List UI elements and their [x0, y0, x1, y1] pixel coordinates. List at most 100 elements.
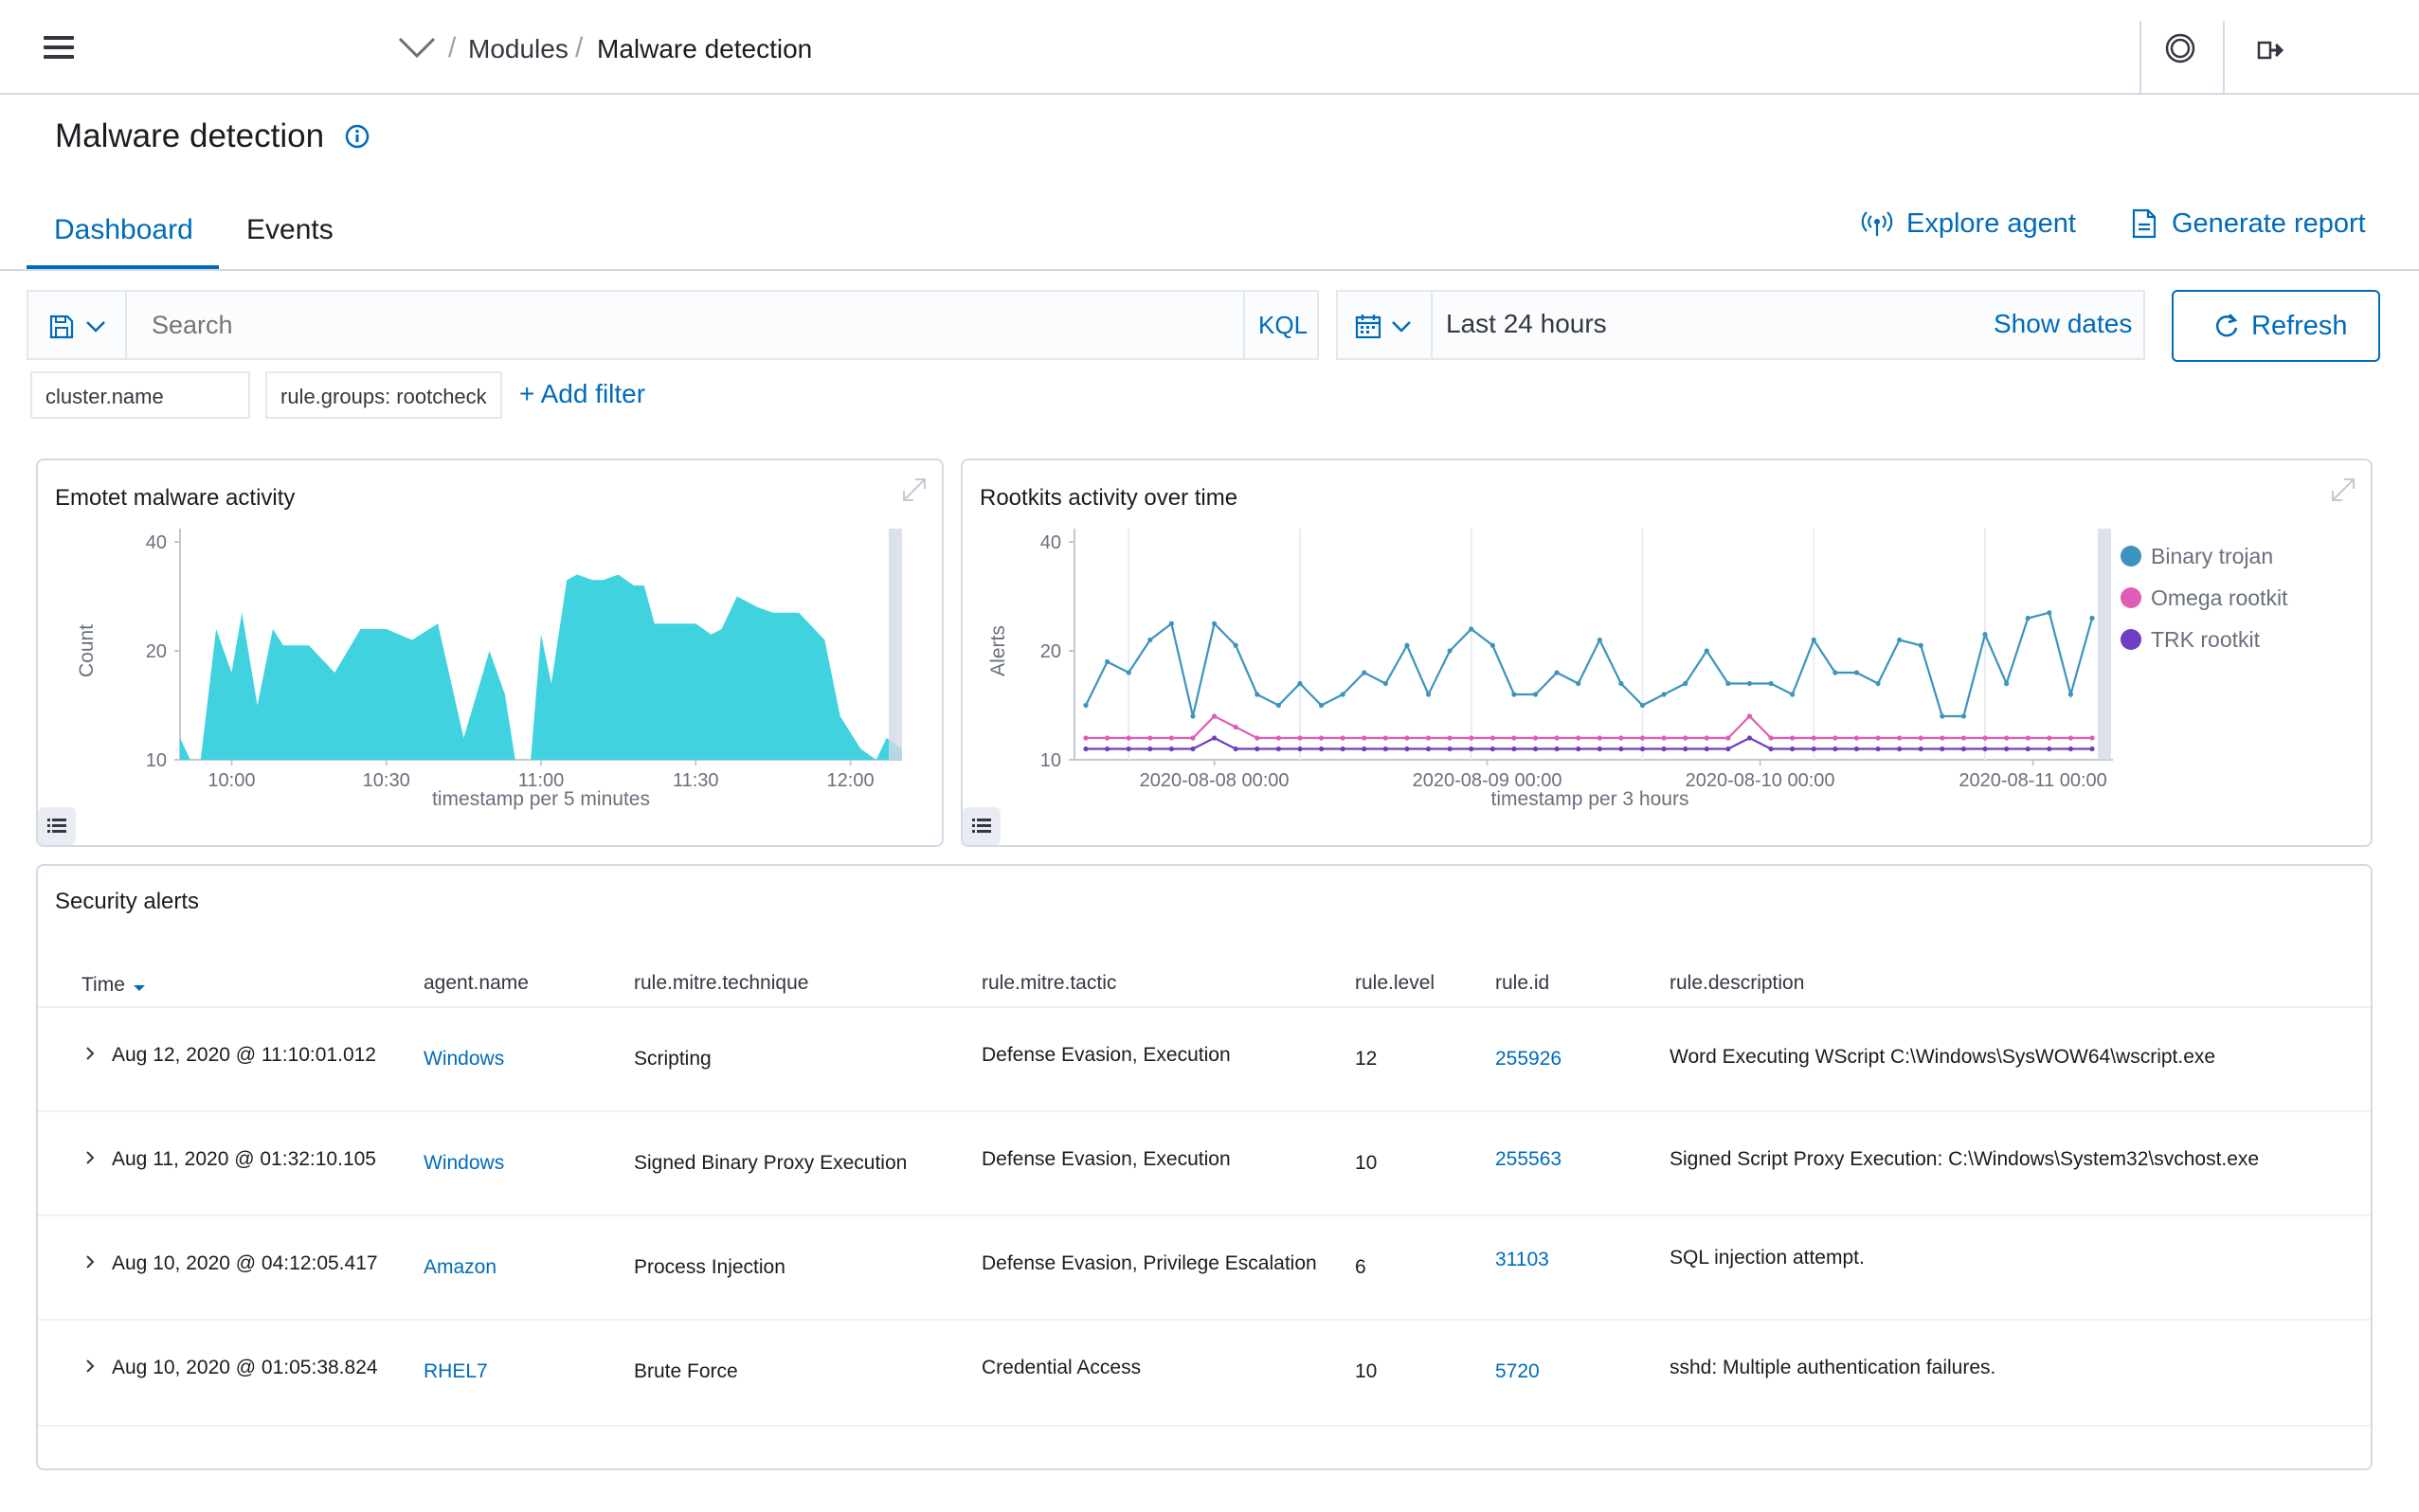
chevron-right-icon[interactable] — [83, 1255, 97, 1269]
chevron-down-icon[interactable] — [1391, 320, 1412, 333]
column-header-agent[interactable]: agent.name — [424, 972, 529, 994]
data-point — [1768, 680, 1774, 687]
rootkits-panel: Rootkits activity over time 10 20 40 2020-0… — [961, 459, 2373, 847]
data-point — [2089, 615, 2095, 621]
table-row[interactable]: Aug 10, 2020 @ 01:05:38.824 RHEL7 Brute … — [0, 1321, 2419, 1425]
data-point — [1940, 746, 1945, 752]
legend-swatch — [2121, 587, 2141, 608]
column-header-technique[interactable]: rule.mitre.technique — [634, 972, 809, 994]
data-point — [1255, 746, 1260, 752]
data-point — [1940, 713, 1945, 719]
legend-toggle-button[interactable] — [38, 807, 76, 845]
rootkits-chart: 10 20 40 2020-08-08 00:00 2020-08-09 00:00 20… — [987, 529, 2113, 810]
document-icon[interactable] — [2132, 208, 2157, 239]
data-point — [1190, 713, 1196, 719]
data-point — [1960, 746, 1967, 752]
data-point — [1255, 735, 1260, 741]
top-bar: / Modules / Malware detection — [0, 0, 2419, 95]
chevron-down-icon[interactable] — [398, 36, 436, 59]
expand-icon[interactable] — [900, 476, 929, 504]
kql-toggle[interactable]: KQL — [1258, 311, 1309, 339]
cell-rule-id[interactable]: 5720 — [1495, 1360, 1540, 1382]
tabs-divider — [0, 269, 2419, 271]
data-point — [1211, 713, 1218, 719]
legend-label: Binary trojan — [2151, 544, 2274, 568]
chevron-right-icon[interactable] — [83, 1047, 97, 1060]
table-row[interactable]: Aug 10, 2020 @ 04:12:05.417 Amazon Proce… — [0, 1216, 2419, 1321]
column-header-tactic[interactable]: rule.mitre.tactic — [982, 972, 1117, 994]
generate-report-button[interactable]: Generate report — [2172, 208, 2366, 239]
data-point — [1126, 735, 1131, 741]
cell-level: 12 — [1355, 1048, 1378, 1070]
list-icon — [972, 819, 991, 833]
info-icon[interactable] — [345, 124, 370, 149]
data-point — [1982, 632, 1988, 638]
data-point — [1425, 692, 1432, 697]
cell-agent[interactable]: Windows — [424, 1048, 505, 1070]
logout-icon[interactable] — [2257, 38, 2285, 63]
cell-agent[interactable]: Windows — [424, 1152, 505, 1174]
data-point — [1576, 735, 1581, 741]
data-point — [1275, 735, 1281, 741]
data-point — [1083, 735, 1089, 741]
cell-tactic: Defense Evasion, Privilege Escalation — [982, 1252, 1317, 1274]
chevron-right-icon[interactable] — [83, 1151, 97, 1164]
data-point — [1275, 746, 1281, 752]
tab-events[interactable]: Events — [246, 214, 334, 245]
data-point — [1597, 637, 1602, 643]
cell-level: 6 — [1355, 1256, 1366, 1278]
data-point — [1683, 735, 1688, 741]
refresh-button[interactable]: Refresh — [2172, 290, 2380, 362]
chevron-right-icon[interactable] — [83, 1359, 97, 1373]
data-point — [1576, 746, 1581, 752]
filter-pill[interactable]: rule.groups: rootcheck — [265, 371, 502, 419]
cell-description: Word Executing WScript C:\Windows\SysWOW… — [1670, 1046, 2216, 1068]
data-point — [1190, 746, 1196, 752]
filter-pill[interactable]: cluster.name — [30, 371, 250, 419]
breadcrumb-separator: / — [448, 32, 457, 63]
data-point — [1362, 670, 1367, 675]
column-header-time[interactable]: Time — [81, 974, 125, 996]
column-header-description[interactable]: rule.description — [1670, 972, 1805, 994]
data-point — [1126, 670, 1131, 675]
sort-down-icon[interactable] — [133, 983, 146, 993]
data-point — [1147, 735, 1153, 741]
add-filter-button[interactable]: + Add filter — [519, 379, 646, 408]
explore-agent-button[interactable]: Explore agent — [1906, 208, 2076, 239]
help-ring-icon[interactable] — [2164, 32, 2196, 64]
data-point — [1126, 746, 1131, 752]
table-row[interactable]: Aug 11, 2020 @ 01:32:10.105 Windows Sign… — [0, 1112, 2419, 1216]
data-point — [1489, 746, 1495, 752]
cell-rule-id[interactable]: 31103 — [1495, 1249, 1549, 1270]
date-range-label[interactable]: Last 24 hours — [1446, 309, 1607, 338]
antenna-icon[interactable] — [1861, 210, 1893, 237]
chevron-down-icon[interactable] — [85, 320, 106, 333]
column-header-level[interactable]: rule.level — [1355, 972, 1435, 994]
expand-icon[interactable] — [2329, 476, 2357, 504]
cell-agent[interactable]: RHEL7 — [424, 1360, 488, 1382]
table-row[interactable]: Aug 12, 2020 @ 11:10:01.012 Windows Scri… — [0, 1008, 2419, 1112]
search-input[interactable] — [150, 303, 1253, 347]
data-point — [1340, 692, 1345, 697]
cell-agent[interactable]: Amazon — [424, 1256, 497, 1278]
tab-dashboard[interactable]: Dashboard — [54, 214, 193, 245]
data-point — [1639, 746, 1646, 752]
calendar-icon[interactable] — [1355, 313, 1381, 339]
saved-query-icon[interactable] — [49, 315, 74, 339]
breadcrumb-modules[interactable]: Modules — [468, 34, 569, 63]
data-point — [1297, 680, 1303, 687]
cell-rule-id[interactable]: 255926 — [1495, 1048, 1562, 1070]
data-point — [1104, 746, 1110, 752]
legend-toggle-button[interactable] — [963, 807, 1001, 845]
data-point — [1768, 746, 1774, 752]
data-point — [1618, 746, 1624, 752]
data-point — [1190, 735, 1196, 741]
column-header-rule-id[interactable]: rule.id — [1495, 972, 1550, 994]
cell-rule-id[interactable]: 255563 — [1495, 1148, 1562, 1170]
data-point — [1725, 746, 1731, 752]
show-dates-button[interactable]: Show dates — [1994, 309, 2133, 338]
date-picker: Last 24 hours Show dates — [1336, 290, 2145, 360]
cell-technique: Signed Binary Proxy Execution — [634, 1152, 908, 1174]
menu-icon[interactable] — [44, 36, 74, 59]
data-point — [1233, 642, 1238, 648]
